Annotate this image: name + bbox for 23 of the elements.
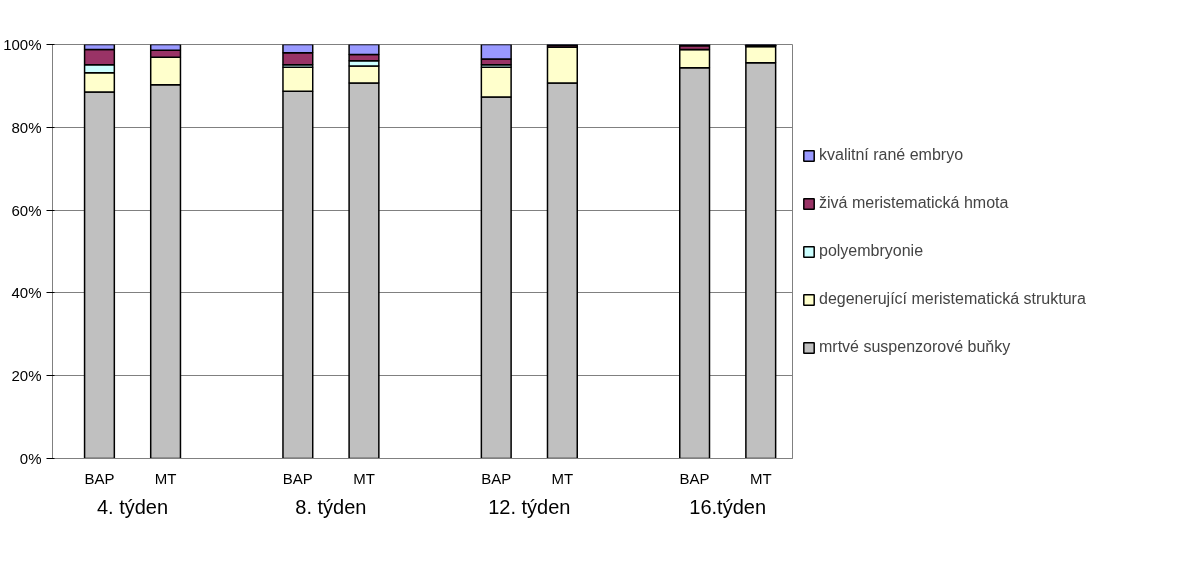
- x-tick-label: MT: [353, 469, 375, 487]
- y-tick-label: 0%: [19, 450, 42, 467]
- x-tick-label: MT: [749, 469, 772, 487]
- text: 4. týden: [96, 495, 169, 518]
- x-tick-label: MT: [154, 469, 177, 487]
- legend-label: živá meristematická hmota: [819, 194, 1009, 212]
- x-tick-label: BAP: [481, 469, 512, 487]
- text: 16.týden: [689, 495, 767, 518]
- legend-label: polyembryonie: [819, 242, 924, 260]
- legend-label: degenerující meristematická struktura: [819, 290, 1086, 308]
- y-tick-label: 80%: [11, 118, 42, 136]
- y-tick-label: 40%: [11, 284, 42, 302]
- x-tick-label: MT: [551, 469, 574, 487]
- text: 12. týden: [488, 495, 571, 518]
- y-tick-label: 20%: [11, 367, 42, 385]
- x-tick-label: BAP: [84, 469, 115, 487]
- x-tick-label: BAP: [679, 469, 710, 487]
- legend-label: mrtvé suspenzorové buňky: [819, 338, 1011, 356]
- x-tick-label: BAP: [282, 469, 313, 487]
- y-tick-label: 100%: [3, 36, 42, 53]
- legend-label: kvalitní rané embryo: [819, 146, 964, 164]
- text: 8. týden: [295, 495, 367, 518]
- y-tick-label: 60%: [11, 201, 42, 219]
